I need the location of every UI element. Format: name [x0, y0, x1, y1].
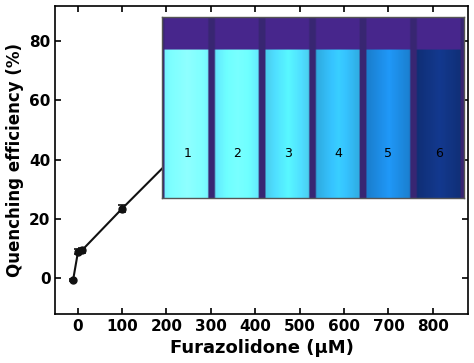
Text: 1: 1 — [183, 147, 191, 160]
Text: 6: 6 — [435, 147, 443, 160]
X-axis label: Furazolidone (μM): Furazolidone (μM) — [170, 339, 354, 358]
Y-axis label: Quenching efficiency (%): Quenching efficiency (%) — [6, 43, 24, 277]
Text: 4: 4 — [334, 147, 342, 160]
Text: 5: 5 — [384, 147, 392, 160]
Text: 2: 2 — [234, 147, 241, 160]
Text: 3: 3 — [284, 147, 292, 160]
